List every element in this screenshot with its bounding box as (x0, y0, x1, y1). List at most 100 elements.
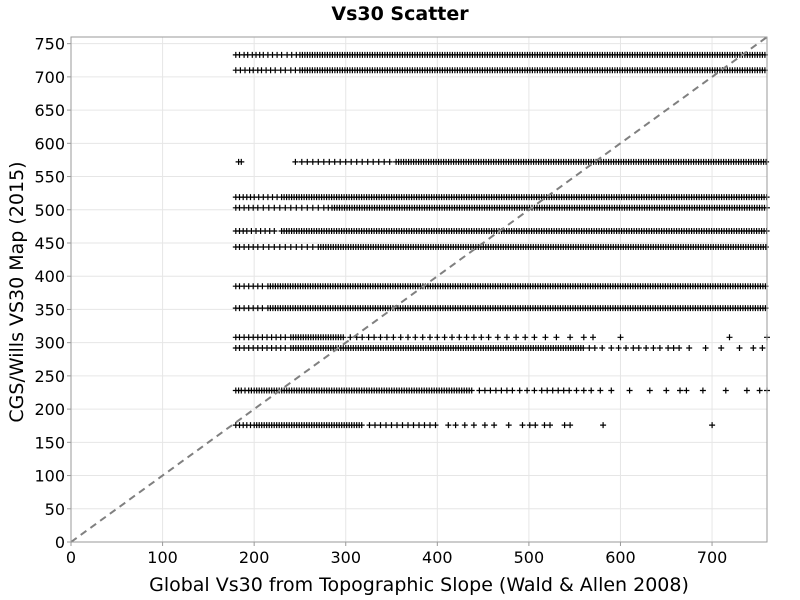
data-point (492, 387, 499, 394)
data-point (282, 67, 289, 74)
y-tick-label: 650 (34, 101, 65, 120)
data-point (665, 345, 672, 351)
data-point (476, 387, 483, 394)
data-point (468, 387, 475, 394)
data-point (541, 422, 548, 429)
y-axis-ticks: 0 50 100 150 200 250 300 350 400 450 500 550 600 650 7… (34, 35, 71, 552)
data-point (505, 422, 512, 429)
data-point (287, 244, 294, 250)
data-point (456, 334, 463, 341)
y-tick-label: 700 (34, 68, 65, 87)
data-point (405, 334, 411, 341)
data-point (276, 204, 283, 211)
data-point (405, 422, 411, 429)
data-point (372, 422, 378, 429)
data-point (412, 334, 419, 341)
data-point (686, 345, 693, 351)
data-point (254, 204, 261, 211)
data-point (271, 244, 278, 250)
y-tick-label: 350 (34, 300, 65, 319)
point-band (232, 334, 770, 341)
data-point (348, 158, 355, 165)
y-tick-label: 250 (34, 367, 65, 386)
data-point (272, 67, 279, 74)
data-point (663, 387, 670, 394)
chart-title: Vs30 Scatter (331, 3, 469, 25)
data-point (626, 387, 633, 394)
point-band (232, 194, 770, 201)
data-point (597, 387, 604, 394)
point-band (232, 305, 769, 312)
data-point (481, 422, 488, 429)
data-point (718, 345, 725, 351)
data-point (293, 204, 300, 211)
data-point (340, 334, 347, 341)
data-point (377, 422, 384, 429)
data-point (516, 387, 523, 394)
data-point (547, 422, 553, 429)
data-point (580, 387, 587, 394)
data-point (383, 422, 389, 429)
data-point (762, 244, 769, 250)
data-point (531, 387, 538, 394)
data-point (478, 334, 485, 341)
data-point (304, 158, 311, 165)
data-point (522, 334, 529, 341)
reference-line (70, 36, 768, 543)
data-point (276, 244, 283, 250)
data-point (509, 387, 516, 394)
data-point (293, 244, 300, 250)
data-point (743, 387, 750, 394)
data-point (326, 158, 333, 165)
data-point (397, 334, 404, 341)
data-point (623, 345, 629, 351)
data-point (271, 228, 278, 234)
data-point (427, 422, 433, 429)
data-point (650, 345, 657, 351)
y-tick-label: 150 (34, 433, 65, 452)
y-tick-label: 0 (55, 533, 65, 552)
point-band (232, 51, 768, 58)
data-point (544, 387, 551, 394)
data-point (656, 345, 663, 351)
y-tick-label: 100 (34, 467, 65, 486)
point-band (232, 387, 770, 394)
data-point (421, 422, 428, 429)
data-point (271, 204, 278, 211)
data-point (538, 387, 545, 394)
data-point (709, 422, 716, 429)
data-point (470, 422, 477, 429)
data-point (503, 334, 510, 341)
data-point (750, 345, 757, 351)
data-point (282, 244, 289, 250)
data-point (282, 204, 289, 211)
data-point (485, 334, 492, 341)
data-point (567, 334, 574, 341)
x-tick-label: 200 (239, 548, 270, 567)
data-point (487, 387, 494, 394)
data-point (519, 422, 526, 429)
data-point (309, 158, 316, 165)
data-point (419, 334, 426, 341)
data-point (494, 334, 501, 341)
data-point (599, 345, 606, 351)
data-point (265, 244, 272, 250)
data-point (590, 334, 596, 341)
point-band (232, 228, 770, 234)
data-point (331, 158, 338, 165)
data-point (566, 387, 573, 394)
data-point (646, 387, 653, 394)
data-point (726, 334, 733, 341)
data-point (463, 334, 470, 341)
data-point (432, 422, 439, 429)
data-point (309, 204, 316, 211)
data-point (353, 158, 360, 165)
data-point (503, 387, 510, 394)
data-point (434, 334, 441, 341)
data-point (452, 422, 459, 429)
data-point (683, 387, 690, 394)
data-point (265, 204, 272, 211)
data-point (315, 204, 322, 211)
data-point (304, 204, 311, 211)
